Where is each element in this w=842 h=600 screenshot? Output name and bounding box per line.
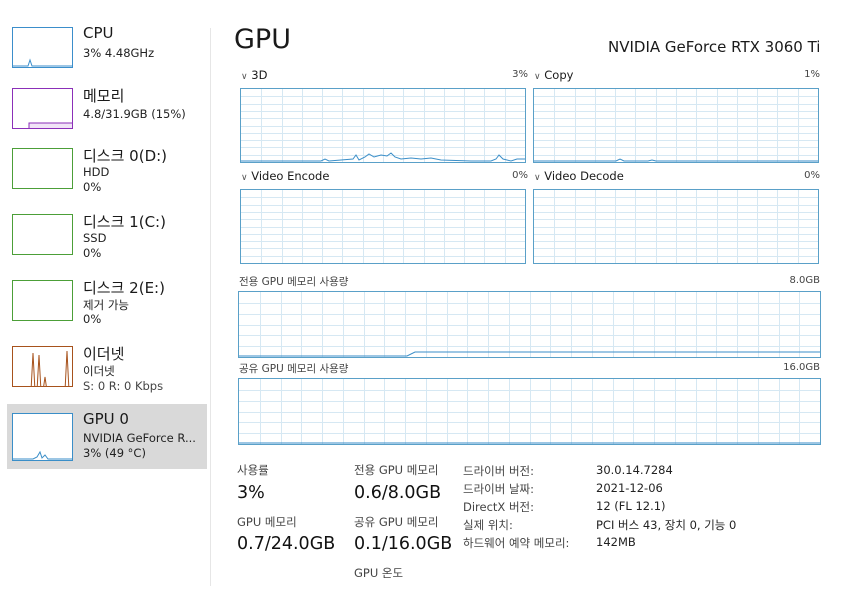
sidebar-item-title: 디스크 2(E:): [83, 279, 165, 297]
ethernet-graph-icon: [12, 346, 73, 387]
chevron-down-icon: ∨: [534, 72, 541, 82]
graph-video-decode: [533, 189, 819, 264]
chevron-down-icon: ∨: [241, 72, 248, 82]
graph-3d: [240, 88, 526, 163]
shared-memory-stat-value: 0.1/16.0GB: [354, 534, 453, 554]
engine-label: 3D: [251, 68, 268, 82]
engine-label: Video Encode: [251, 169, 330, 183]
sidebar-item-subtitle: 3% 4.48GHz: [83, 46, 155, 60]
sidebar-item-gpu-0[interactable]: GPU 0 NVIDIA GeForce R... 3% (49 °C): [7, 404, 207, 469]
info-value: PCI 버스 43, 장치 0, 기능 0: [596, 518, 737, 532]
info-key: 하드웨어 예약 메모리:: [463, 536, 570, 550]
cpu-graph-icon: [12, 27, 73, 68]
info-value: 2021-12-06: [596, 481, 663, 495]
engine-label: Video Decode: [544, 169, 624, 183]
trace-3d: [241, 152, 525, 162]
sidebar-item-subtitle: 제거 가능: [83, 298, 129, 312]
memory-graph-icon: [12, 88, 73, 129]
shared-memory-max: 16.0GB: [783, 362, 820, 373]
engine-percent: 1%: [804, 69, 820, 80]
gpu-memory-stat-label: GPU 메모리: [237, 515, 297, 529]
sidebar-item-title: GPU 0: [83, 410, 129, 428]
shared-memory-label: 공유 GPU 메모리 사용량: [239, 363, 349, 375]
info-value: 12 (FL 12.1): [596, 499, 666, 513]
info-value: 142MB: [596, 535, 636, 549]
shared-memory-stat-label: 공유 GPU 메모리: [354, 515, 439, 529]
engine-selector-video-encode[interactable]: ∨ Video Encode: [241, 169, 329, 183]
utilization-label: 사용률: [237, 463, 269, 477]
sidebar-item-title: CPU: [83, 24, 114, 42]
engine-selector-3d[interactable]: ∨ 3D: [241, 68, 267, 82]
sidebar-item-title: 이더넷: [83, 345, 125, 363]
utilization-value: 3%: [237, 483, 265, 503]
trace-copy: [534, 158, 818, 162]
dedicated-memory-stat-value: 0.6/8.0GB: [354, 483, 442, 503]
chevron-down-icon: ∨: [241, 173, 248, 183]
sidebar-item-disk-1[interactable]: 디스크 1(C:) SSD 0%: [7, 209, 207, 273]
engine-percent: 3%: [512, 69, 528, 80]
sidebar-item-title: 메모리: [83, 87, 125, 105]
graph-shared-memory: [238, 378, 821, 445]
sidebar-item-status: 0%: [83, 180, 102, 194]
engine-selector-video-decode[interactable]: ∨ Video Decode: [534, 169, 624, 183]
sidebar-item-status: 3% (49 °C): [83, 446, 146, 460]
sidebar-item-subtitle: NVIDIA GeForce R...: [83, 431, 196, 445]
gpu-memory-stat-value: 0.7/24.0GB: [237, 534, 336, 554]
sidebar-item-cpu[interactable]: CPU 3% 4.48GHz: [7, 22, 207, 86]
engine-percent: 0%: [512, 170, 528, 181]
sidebar-item-disk-0[interactable]: 디스크 0(D:) HDD 0%: [7, 143, 207, 207]
sidebar-item-title: 디스크 0(D:): [83, 147, 168, 165]
sidebar-item-ethernet[interactable]: 이더넷 이더넷 S: 0 R: 0 Kbps: [7, 341, 207, 405]
dedicated-memory-stat-label: 전용 GPU 메모리: [354, 463, 439, 477]
sidebar-item-status: 0%: [83, 246, 102, 260]
graph-copy: [533, 88, 819, 163]
dedicated-memory-max: 8.0GB: [789, 275, 820, 286]
gpu-temperature-label: GPU 온도: [354, 566, 404, 580]
sidebar-item-subtitle: HDD: [83, 165, 110, 179]
disk-graph-icon: [12, 148, 73, 189]
gpu-graph-icon: [12, 413, 73, 461]
sidebar-item-disk-2[interactable]: 디스크 2(E:) 제거 가능 0%: [7, 275, 207, 339]
info-key: 실제 위치:: [463, 518, 513, 532]
sidebar-item-subtitle: 이더넷: [83, 364, 115, 378]
info-value: 30.0.14.7284: [596, 463, 673, 477]
sidebar-item-title: 디스크 1(C:): [83, 213, 166, 231]
page-title: GPU: [234, 24, 291, 55]
engine-label: Copy: [544, 68, 574, 82]
chevron-down-icon: ∨: [534, 173, 541, 183]
trace-dedicated-memory: [239, 351, 820, 357]
sidebar-item-subtitle: SSD: [83, 231, 107, 245]
sidebar-divider: [210, 28, 211, 586]
info-key: 드라이버 날짜:: [463, 482, 535, 496]
disk-graph-icon: [12, 214, 73, 255]
gpu-name: NVIDIA GeForce RTX 3060 Ti: [608, 38, 821, 56]
sidebar-item-status: 0%: [83, 312, 102, 326]
info-key: DirectX 버전:: [463, 500, 535, 514]
engine-percent: 0%: [804, 170, 820, 181]
sidebar-item-status: S: 0 R: 0 Kbps: [83, 379, 164, 393]
dedicated-memory-label: 전용 GPU 메모리 사용량: [239, 276, 349, 288]
graph-video-encode: [240, 189, 526, 264]
sidebar-item-memory[interactable]: 메모리 4.8/31.9GB (15%): [7, 83, 207, 147]
info-key: 드라이버 버전:: [463, 464, 535, 478]
engine-selector-copy[interactable]: ∨ Copy: [534, 68, 573, 82]
graph-dedicated-memory: [238, 291, 821, 358]
sidebar-item-subtitle: 4.8/31.9GB (15%): [83, 107, 186, 121]
disk-graph-icon: [12, 280, 73, 321]
